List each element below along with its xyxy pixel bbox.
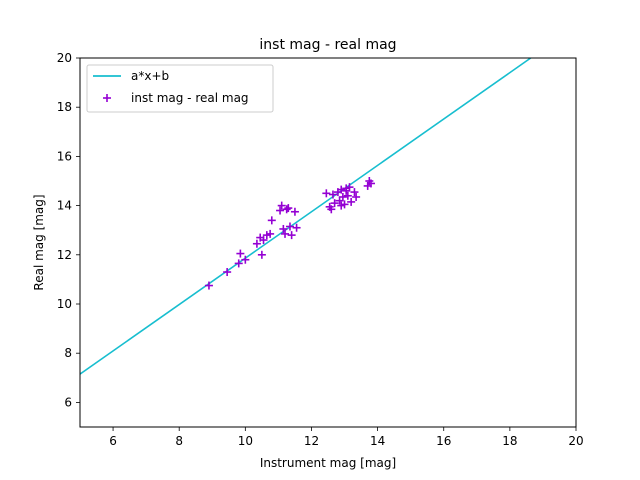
fit-line bbox=[80, 58, 532, 375]
scatter-point bbox=[292, 223, 301, 232]
x-axis-label: Instrument mag [mag] bbox=[260, 456, 396, 470]
scatter-point bbox=[287, 231, 296, 240]
scatter-point bbox=[266, 229, 275, 238]
scatter-point bbox=[282, 205, 291, 214]
scatter-point bbox=[290, 207, 299, 216]
scatter-point bbox=[322, 189, 331, 198]
y-tick-label: 10 bbox=[57, 297, 72, 311]
scatter-point bbox=[338, 192, 347, 201]
scatter-point bbox=[267, 216, 276, 225]
y-tick-label: 12 bbox=[57, 248, 72, 262]
scatter-point bbox=[327, 205, 336, 214]
scatter-point bbox=[284, 204, 293, 213]
scatter-point bbox=[350, 188, 359, 197]
scatter-point bbox=[342, 186, 351, 195]
legend-box bbox=[86, 64, 274, 113]
legend-label-fit-line: a*x+b bbox=[131, 69, 169, 83]
scatter-point bbox=[257, 250, 266, 259]
x-tick-label: 20 bbox=[568, 434, 583, 448]
x-tick-label: 12 bbox=[304, 434, 319, 448]
scatter-point bbox=[366, 179, 375, 188]
x-tick-label: 8 bbox=[175, 434, 183, 448]
x-tick-label: 6 bbox=[109, 434, 117, 448]
scatter-point bbox=[277, 201, 286, 210]
legend: a*x+b inst mag - real mag bbox=[86, 64, 274, 113]
y-tick-label: 18 bbox=[57, 100, 72, 114]
scatter-point bbox=[281, 229, 290, 238]
scatter-point bbox=[352, 192, 361, 201]
scatter-point bbox=[328, 190, 337, 199]
scatter-point bbox=[241, 255, 250, 264]
scatter-point bbox=[259, 236, 268, 245]
y-tick-label: 6 bbox=[64, 395, 72, 409]
scatter-point bbox=[347, 197, 356, 206]
scatter-point bbox=[337, 185, 346, 194]
scatter-point bbox=[236, 249, 245, 258]
x-tick-label: 18 bbox=[502, 434, 517, 448]
scatter-point bbox=[223, 268, 232, 277]
y-tick-label: 20 bbox=[57, 51, 72, 65]
x-tick-label: 10 bbox=[238, 434, 253, 448]
y-tick-label: 8 bbox=[64, 346, 72, 360]
scatter-point bbox=[234, 259, 243, 268]
scatter-point bbox=[279, 224, 288, 233]
scatter-point bbox=[276, 206, 285, 215]
x-tick-label: 14 bbox=[370, 434, 385, 448]
legend-label-scatter: inst mag - real mag bbox=[131, 91, 249, 105]
scatter-point bbox=[204, 281, 213, 290]
y-tick-label: 16 bbox=[57, 149, 72, 163]
scatter-point bbox=[343, 191, 352, 200]
scatter-point bbox=[330, 199, 339, 208]
plot-frame bbox=[79, 57, 577, 428]
y-tick-label: 14 bbox=[57, 199, 72, 213]
legend-marker-swatch bbox=[103, 94, 111, 102]
scatter-point bbox=[337, 201, 346, 210]
y-axis-label: Real mag [mag] bbox=[32, 194, 46, 290]
scatter-point bbox=[252, 239, 261, 248]
x-tick-label: 16 bbox=[436, 434, 451, 448]
plot-area bbox=[80, 58, 532, 375]
axis-ticks: 6 8 10 12 14 16 18 20 6 8 10 12 14 16 18 20 bbox=[57, 51, 584, 448]
scatter-point bbox=[285, 222, 294, 231]
chart-title: inst mag - real mag bbox=[259, 37, 396, 53]
